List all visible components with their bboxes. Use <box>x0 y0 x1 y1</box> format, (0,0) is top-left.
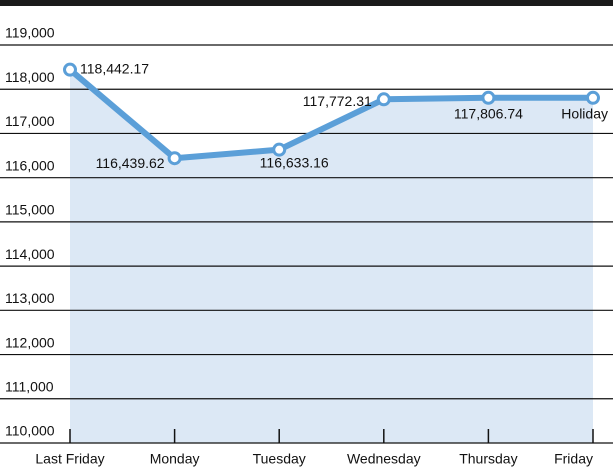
value-label: 117,772.31 <box>303 93 372 109</box>
y-tick-label: 117,000 <box>5 113 55 129</box>
y-tick-label: 116,000 <box>5 157 55 173</box>
y-tick-label: 112,000 <box>5 334 55 350</box>
marker <box>586 90 600 105</box>
marker <box>376 92 391 107</box>
y-tick-label: 115,000 <box>5 202 55 218</box>
marker <box>63 62 77 77</box>
value-label: 116,439.62 <box>96 155 165 171</box>
x-tick-label: Wednesday <box>347 451 421 467</box>
marker <box>167 151 182 166</box>
x-tick-label: Monday <box>150 451 200 467</box>
marker <box>481 90 496 105</box>
marker <box>272 142 287 157</box>
value-label: 117,806.74 <box>454 105 523 121</box>
x-tick-label: Thursday <box>459 451 517 467</box>
line <box>68 67 593 162</box>
y-tick-label: 110,000 <box>5 423 55 439</box>
y-tick-label: 111,000 <box>5 378 54 394</box>
x-tick-label: Last Friday <box>35 451 104 467</box>
area <box>70 69 593 443</box>
value-label: 116,633.16 <box>260 154 329 170</box>
x-tick-label: Friday <box>554 451 593 467</box>
y-tick-label: 118,000 <box>5 69 55 85</box>
y-tick-label: 113,000 <box>5 290 55 306</box>
value-label: 118,442.17 <box>80 60 149 76</box>
top-bar <box>0 0 613 6</box>
x-tick-label: Tuesday <box>253 451 306 467</box>
value-label: Holiday <box>561 105 608 121</box>
y-tick-label: 119,000 <box>5 25 55 41</box>
y-tick-label: 114,000 <box>5 246 55 262</box>
